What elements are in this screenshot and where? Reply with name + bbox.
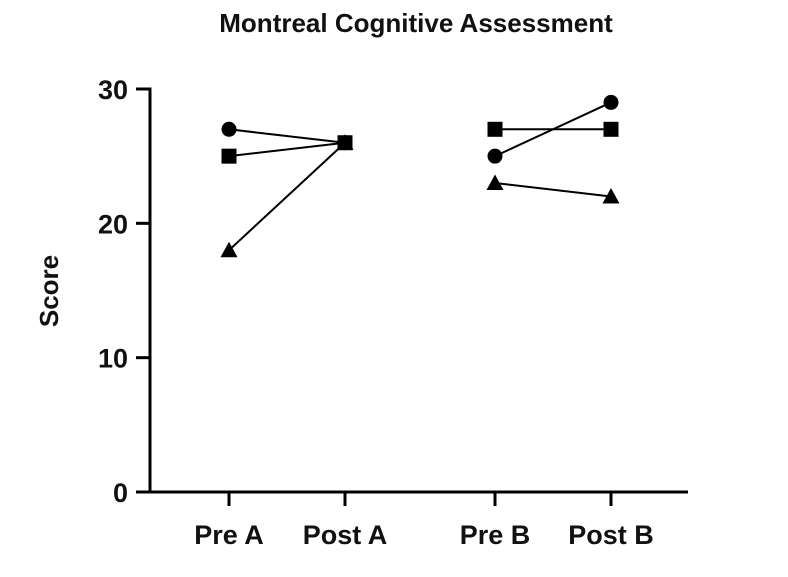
x-tick-label: Pre B bbox=[460, 520, 531, 550]
data-point-circle bbox=[487, 148, 503, 164]
data-point-triangle bbox=[220, 241, 238, 258]
series-markers bbox=[220, 94, 620, 258]
y-tick-label: 10 bbox=[98, 344, 128, 374]
series-lines bbox=[228, 101, 612, 251]
y-tick-label: 30 bbox=[98, 75, 128, 105]
y-axis-label: Score bbox=[34, 255, 64, 327]
x-tick-label: Post A bbox=[303, 520, 388, 550]
data-point-circle bbox=[603, 94, 619, 110]
series-line-triangle bbox=[228, 141, 346, 251]
chart-title: Montreal Cognitive Assessment bbox=[219, 8, 613, 38]
x-tick-label: Post B bbox=[568, 520, 654, 550]
series-line-circle bbox=[228, 128, 346, 144]
data-point-circle bbox=[221, 121, 237, 137]
data-point-square bbox=[221, 148, 237, 164]
series-line-square bbox=[228, 141, 346, 158]
data-point-square bbox=[487, 121, 503, 137]
data-point-triangle bbox=[486, 174, 504, 191]
series-line-triangle bbox=[494, 182, 612, 198]
data-point-triangle bbox=[602, 187, 620, 204]
y-tick-label: 20 bbox=[98, 209, 128, 239]
axes: 0 10 20 30 Pre A Post A Pre B Post B bbox=[98, 75, 688, 550]
y-tick-label: 0 bbox=[113, 478, 128, 508]
data-point-triangle bbox=[336, 134, 354, 150]
x-tick-label: Pre A bbox=[194, 520, 264, 550]
data-point-square bbox=[603, 121, 619, 137]
